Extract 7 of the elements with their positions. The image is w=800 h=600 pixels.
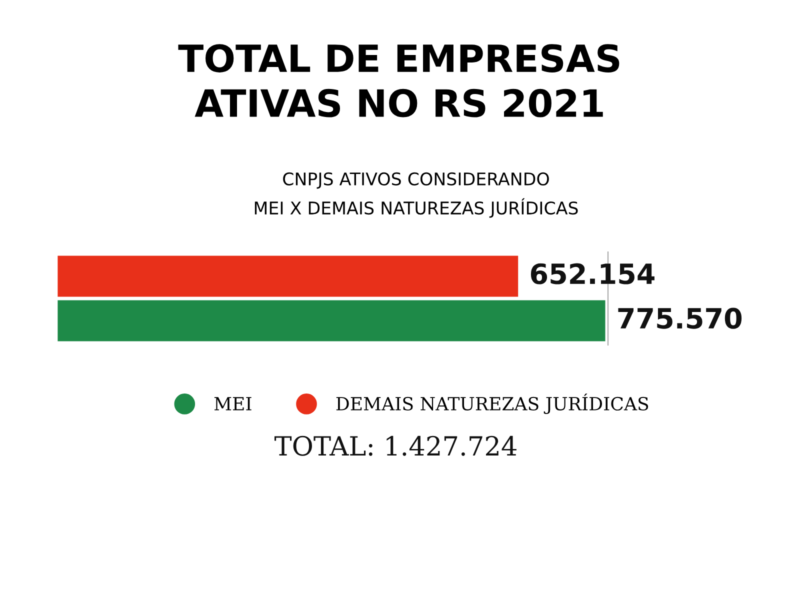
legend-label: DEMAIS NATUREZAS JURÍDICAS [336,394,648,414]
legend-label: MEI [214,397,252,410]
chart-subtitle: CNPJS ATIVOS CONSIDERANDO MEI X DEMAIS NATUREZAS JURÍDICAS [254,172,578,218]
chart-title: TOTAL DE EMPRESAS ATIVAS NO RS 2021 [178,44,620,118]
data-label: 652.154 [530,263,654,284]
text: TOTAL: 1.427.724 [274,436,516,456]
data-label: 775.570 [618,308,742,329]
